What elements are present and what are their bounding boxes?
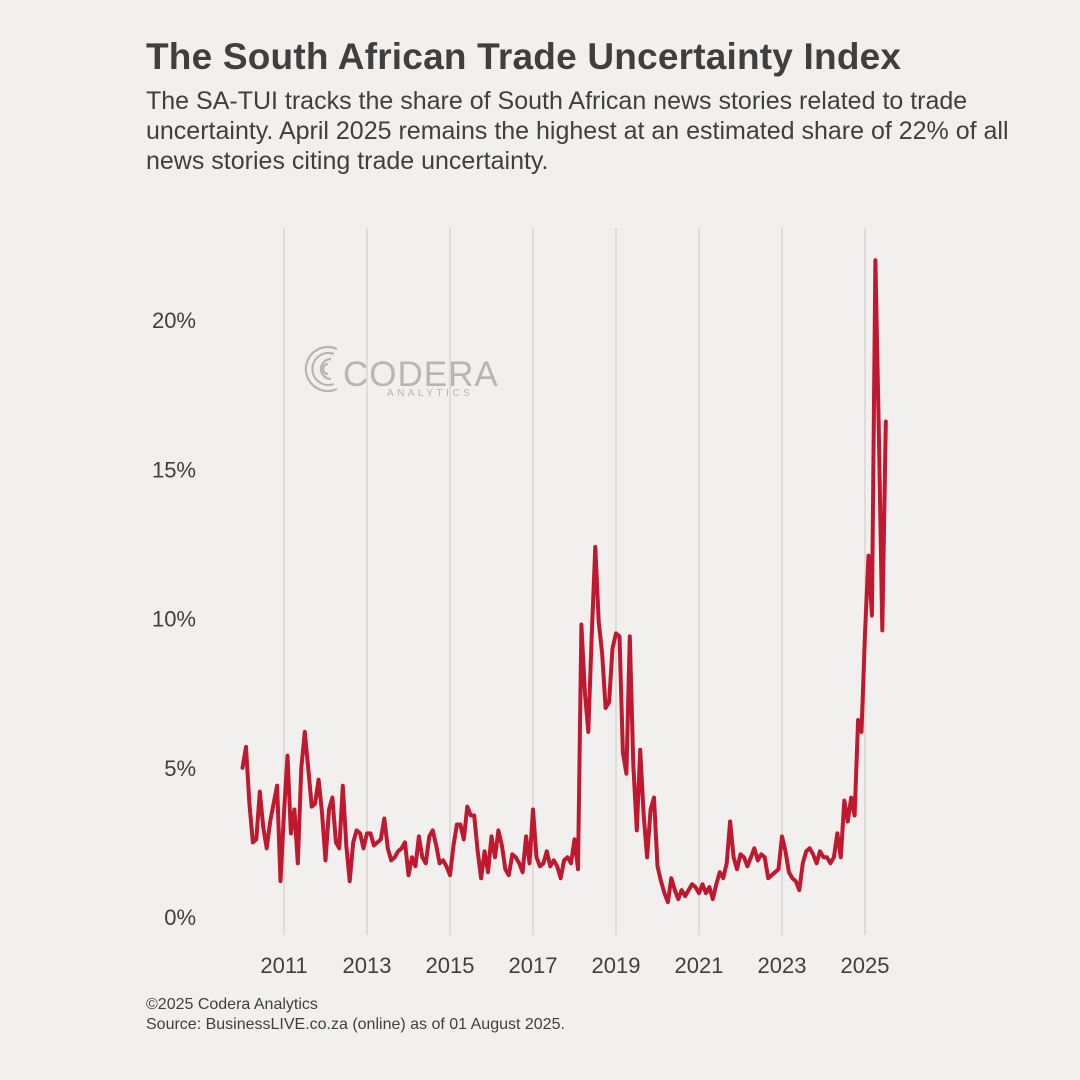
y-tick-label: 10% <box>152 607 196 632</box>
y-axis-ticks: 0% 5% 10% 15% 20% <box>152 308 196 930</box>
codera-logo: CODERA ANALYTICS <box>304 345 499 399</box>
x-tick-label: 2019 <box>592 953 641 978</box>
x-tick-label: 2017 <box>509 953 558 978</box>
x-axis-ticks: 2011 2013 2015 2017 2019 2021 2023 2025 <box>260 953 889 978</box>
y-tick-label: 20% <box>152 308 196 333</box>
page-subtitle: The SA-TUI tracks the share of South Afr… <box>146 87 1009 175</box>
x-tick-label: 2023 <box>758 953 807 978</box>
y-tick-label: 15% <box>152 457 196 482</box>
copyright-text: ©2025 Codera Analytics <box>146 996 318 1013</box>
x-tick-label: 2013 <box>343 953 392 978</box>
gridlines <box>283 228 866 935</box>
y-tick-label: 0% <box>164 905 196 930</box>
logo-mark-icon <box>304 345 338 393</box>
series-line <box>240 258 888 905</box>
x-tick-label: 2015 <box>426 953 475 978</box>
logo-wordmark: CODERA <box>343 355 499 394</box>
source-text: Source: BusinessLIVE.co.za (online) as o… <box>146 1016 565 1033</box>
x-tick-label: 2011 <box>260 953 307 978</box>
logo-tagline: ANALYTICS <box>387 388 473 399</box>
footer: ©2025 Codera Analytics Source: BusinessL… <box>146 995 565 1035</box>
page-title: The South African Trade Uncertainty Inde… <box>146 36 902 77</box>
x-tick-label: 2021 <box>675 953 724 978</box>
x-tick-label: 2025 <box>841 953 890 978</box>
y-tick-label: 5% <box>164 756 196 781</box>
